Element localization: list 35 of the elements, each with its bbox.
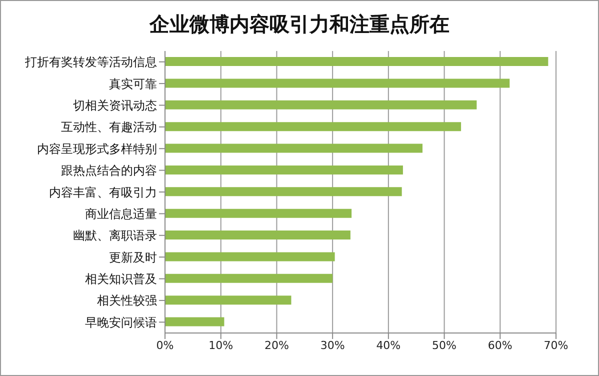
bar (165, 165, 403, 174)
x-tick-label: 70% (544, 338, 568, 352)
y-tick-label: 跟热点结合的内容 (61, 164, 157, 178)
y-tick-label: 相关知识普及 (85, 272, 157, 286)
y-tick-label: 切相关资讯动态 (73, 98, 157, 112)
bar (165, 230, 350, 240)
x-tick-label: 0% (156, 338, 174, 352)
x-tick-label: 60% (488, 338, 512, 352)
bar (165, 144, 422, 153)
y-tick-label: 商业信息适量 (85, 206, 157, 221)
y-tick-label: 内容呈现形式多样特别 (37, 142, 157, 156)
y-tick-label: 打折有奖转发等活动信息 (24, 55, 157, 70)
bar (165, 187, 402, 196)
bar (165, 317, 224, 326)
bar (165, 252, 335, 262)
bar (165, 274, 333, 283)
y-tick-label: 互动性、有趣活动 (61, 120, 157, 134)
bar (165, 57, 548, 66)
y-tick-label: 更新及时 (109, 250, 157, 264)
bar (165, 296, 292, 305)
x-tick-label: 10% (208, 338, 234, 352)
y-tick-label: 真实可靠 (109, 76, 157, 91)
x-tick-label: 40% (376, 338, 401, 352)
bar (165, 208, 352, 218)
x-tick-label: 30% (320, 338, 345, 352)
y-tick-label: 相关性较强 (97, 294, 157, 308)
bar (165, 100, 477, 110)
y-tick-label: 内容丰富、有吸引力 (49, 185, 157, 200)
x-tick-label: 20% (264, 338, 289, 352)
x-tick-label: 50% (432, 338, 457, 352)
y-tick-label: 早晚安问候语 (85, 315, 157, 330)
bar (165, 78, 510, 88)
chart-title: 企业微博内容吸引力和注重点所在 (148, 12, 450, 38)
bar (165, 122, 462, 132)
y-tick-label: 幽默、离职语录 (73, 228, 157, 243)
